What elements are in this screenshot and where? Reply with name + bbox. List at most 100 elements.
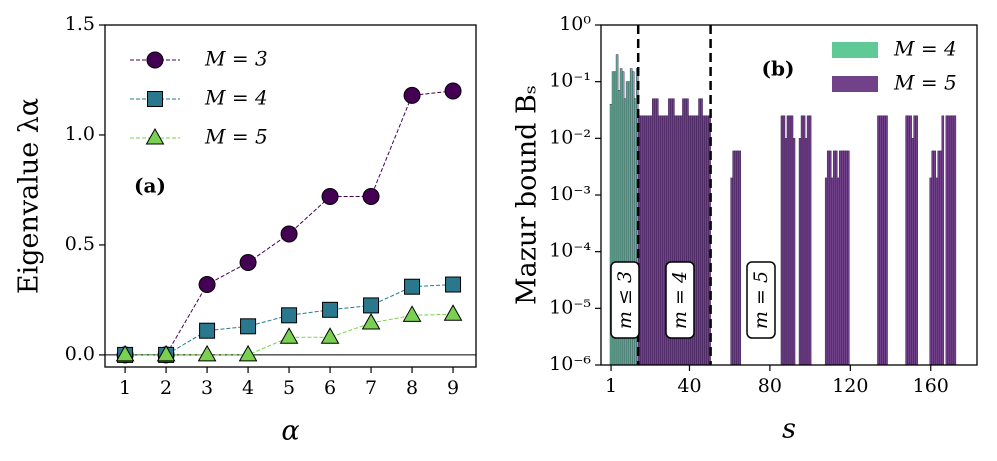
y-axis-label: Eigenvalue λα [14,98,45,294]
bar [913,115,916,366]
marker [402,305,422,322]
bar [843,150,846,366]
y-tick-label: 1.5 [65,13,95,35]
y-axis-label: Mazur bound Bₛ [512,85,543,305]
bar [782,115,786,366]
bar [662,115,665,366]
x-axis-label: s [782,414,796,445]
x-tick-label: 7 [365,377,377,399]
bar [639,115,643,366]
marker [445,276,462,293]
x-tick-label: 120 [832,375,868,397]
marker [198,276,216,294]
bar [832,150,836,366]
x-tick-label: 3 [201,377,213,399]
bar [802,115,806,366]
bar [696,115,699,366]
bar [907,115,910,366]
bar [877,115,880,366]
bar [941,115,945,366]
bar [702,115,705,366]
bar [704,115,707,366]
x-tick-label: 9 [447,377,459,399]
legend-marker [146,51,164,69]
marker [404,278,421,295]
bar [788,115,792,366]
bar [730,177,733,366]
marker [320,327,340,344]
legend-label: M = 5 [204,125,268,149]
y-tick-label: 10⁻² [549,126,591,148]
bar [784,138,788,366]
y-tick-label: 0.0 [65,343,95,365]
legend-marker [145,127,165,145]
legend-label: M = 5 [893,71,957,95]
bar [656,98,659,366]
bar [734,150,737,366]
bar [790,115,794,366]
y-tick-label: 0.5 [65,233,95,255]
legend-label: M = 4 [204,86,268,110]
bar [800,115,804,366]
marker [444,82,462,100]
bar [643,115,647,366]
bar [830,177,834,366]
bar [847,150,850,366]
bar [909,115,912,366]
marker [362,188,380,206]
bar [786,115,790,366]
marker [197,344,217,362]
bar [929,177,933,366]
bar [736,150,739,366]
bar [706,115,709,366]
bar [738,150,741,366]
marker [240,318,257,335]
bar [915,115,918,366]
marker [443,304,463,321]
axes-frame [600,24,978,366]
bar [834,150,838,366]
panel-label: (a) [134,174,166,198]
marker [156,344,176,362]
bar [947,115,951,366]
region-label: m ≤ 3 [610,261,640,339]
marker [361,312,381,330]
marker [321,188,339,206]
panel-label: (b) [762,57,795,81]
region-label: m = 4 [665,261,695,339]
bar [652,98,655,366]
bar [828,150,832,366]
y-tick-label: 1.0 [65,123,95,145]
region-box [610,261,640,339]
bar [645,115,649,366]
bar [883,115,886,366]
bar [841,150,844,366]
y-tick-label: 10⁻¹ [549,70,591,92]
x-tick-label: 5 [283,377,295,399]
bar [826,150,830,366]
marker [238,344,258,362]
series-line [125,313,454,356]
legend-swatch [832,76,878,92]
bar [951,115,955,366]
legend-label: M = 3 [204,47,268,71]
bar [804,138,808,366]
bar [905,115,908,366]
region-box [746,261,776,339]
bar [845,150,848,366]
bar [658,115,661,366]
bar [694,115,697,366]
x-tick-label: 4 [242,377,254,399]
region-text: m = 5 [750,271,772,329]
marker [239,254,257,272]
x-tick-label: 40 [677,375,701,397]
marker [281,307,298,324]
bar [931,150,935,366]
bar [641,115,645,366]
legend-marker [147,91,163,107]
bar [885,115,888,366]
marker [115,344,135,362]
x-tick-label: 8 [406,377,418,399]
y-tick-label: 10⁻⁴ [549,240,591,262]
series-line [125,284,454,356]
